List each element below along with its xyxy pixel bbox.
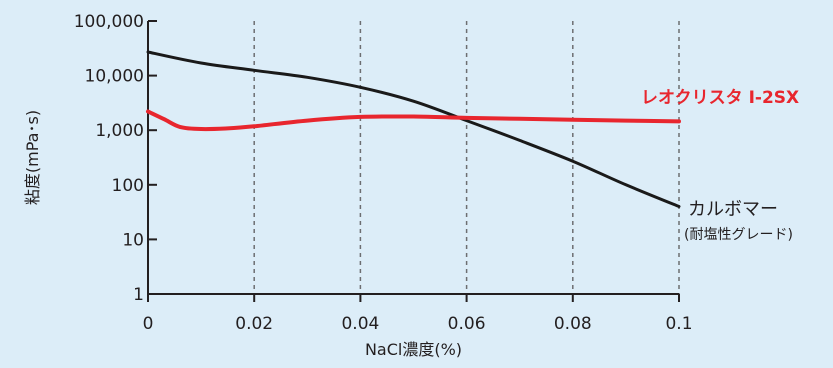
axes: 1 10 100 1,000 10,000 100,000 0 0.02 0.04 0.06 0.0… [74, 12, 693, 334]
series-lines [146, 50, 681, 208]
series-line-reocrista [146, 109, 681, 132]
x-tick-label: 0.08 [554, 314, 592, 334]
grid-lines [253, 21, 680, 294]
x-tick-label: 0.06 [448, 314, 486, 334]
series-label-reocrista: レオクリスタ I-2SX [641, 88, 799, 108]
y-tick-label: 100 [112, 176, 144, 196]
y-tick-label: 1 [133, 285, 144, 305]
x-tick-label: 0.1 [665, 314, 692, 334]
labels: NaCl濃度(%) 粘度(mPa･s) レオクリスタ I-2SX カルボマー (… [23, 88, 799, 359]
x-tick-label: 0.04 [341, 314, 379, 334]
series-label-carbomer: カルボマー [688, 199, 778, 220]
y-axis-title: 粘度(mPa･s) [23, 110, 42, 205]
y-tick-label: 1,000 [95, 121, 144, 141]
y-tick-label: 10 [122, 230, 144, 250]
y-tick-label: 10,000 [85, 67, 144, 87]
series-line-carbomer [146, 50, 681, 208]
x-tick-label: 0 [143, 314, 154, 334]
x-tick-label: 0.02 [235, 314, 273, 334]
x-axis-title: NaCl濃度(%) [365, 340, 462, 359]
series-sublabel-carbomer: (耐塩性グレード) [684, 227, 793, 243]
y-tick-label: 100,000 [74, 12, 144, 32]
